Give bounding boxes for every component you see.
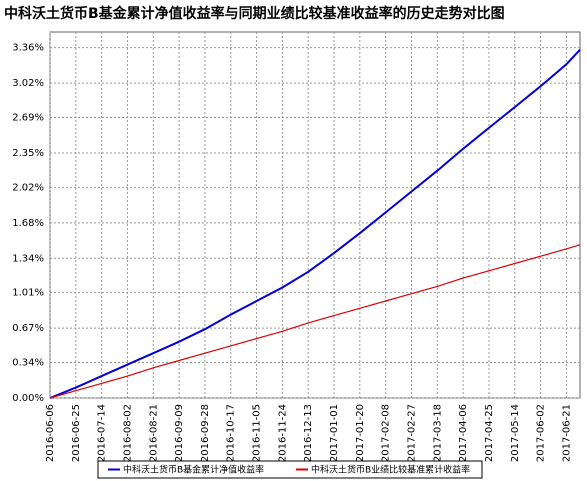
x-tick-label: 2016-11-05 bbox=[252, 404, 263, 462]
y-tick-label: 0.00% bbox=[12, 393, 44, 404]
x-tick-label: 2017-01-20 bbox=[355, 404, 366, 462]
plot-frame bbox=[49, 31, 581, 399]
chart-title: 中科沃土货币B基金累计净值收益率与同期业绩比较基准收益率的历史走势对比图 bbox=[4, 5, 505, 22]
x-tick-label: 2016-09-28 bbox=[200, 404, 211, 462]
legend-box bbox=[97, 460, 483, 479]
y-tick-label: 1.01% bbox=[12, 288, 44, 299]
x-tick-label: 2017-03-18 bbox=[432, 404, 443, 462]
x-tick-label: 2017-02-08 bbox=[381, 404, 392, 462]
y-tick-label: 2.02% bbox=[12, 182, 44, 193]
x-tick-label: 2017-02-27 bbox=[406, 404, 417, 462]
y-tick-label: 0.67% bbox=[12, 323, 44, 334]
legend-label: 中科沃土货币B基金累计净值收益率 bbox=[123, 464, 264, 476]
x-tick-label: 2016-07-14 bbox=[97, 404, 108, 462]
x-tick-label: 2016-12-13 bbox=[303, 404, 314, 462]
y-tick-label: 3.02% bbox=[12, 78, 44, 89]
y-tick-label: 3.36% bbox=[12, 43, 44, 54]
x-tick-label: 2016-11-24 bbox=[277, 404, 288, 462]
y-tick-label: 1.68% bbox=[12, 218, 44, 229]
x-tick-label: 2017-06-02 bbox=[536, 404, 547, 462]
legend-label: 中科沃土货币B业绩比较基准累计收益率 bbox=[311, 464, 470, 476]
y-tick-label: 0.34% bbox=[12, 358, 44, 369]
x-tick-label: 2017-06-21 bbox=[561, 404, 572, 462]
x-tick-label: 2016-06-06 bbox=[45, 404, 56, 462]
series-line bbox=[49, 49, 581, 399]
series-line bbox=[49, 244, 581, 399]
x-tick-label: 2016-08-02 bbox=[122, 404, 133, 462]
x-tick-label: 2017-04-06 bbox=[458, 404, 469, 462]
x-tick-label: 2017-01-01 bbox=[329, 404, 340, 462]
y-tick-label: 2.35% bbox=[12, 148, 44, 159]
y-tick-label: 2.69% bbox=[12, 113, 44, 124]
x-tick-label: 2016-08-21 bbox=[148, 404, 159, 462]
x-tick-label: 2016-06-25 bbox=[71, 404, 82, 462]
x-tick-label: 2016-10-17 bbox=[226, 404, 237, 462]
y-tick-label: 1.34% bbox=[12, 253, 44, 264]
x-tick-label: 2016-09-09 bbox=[174, 404, 185, 462]
x-tick-label: 2017-05-14 bbox=[510, 404, 521, 462]
x-tick-label: 2017-04-25 bbox=[484, 404, 495, 462]
